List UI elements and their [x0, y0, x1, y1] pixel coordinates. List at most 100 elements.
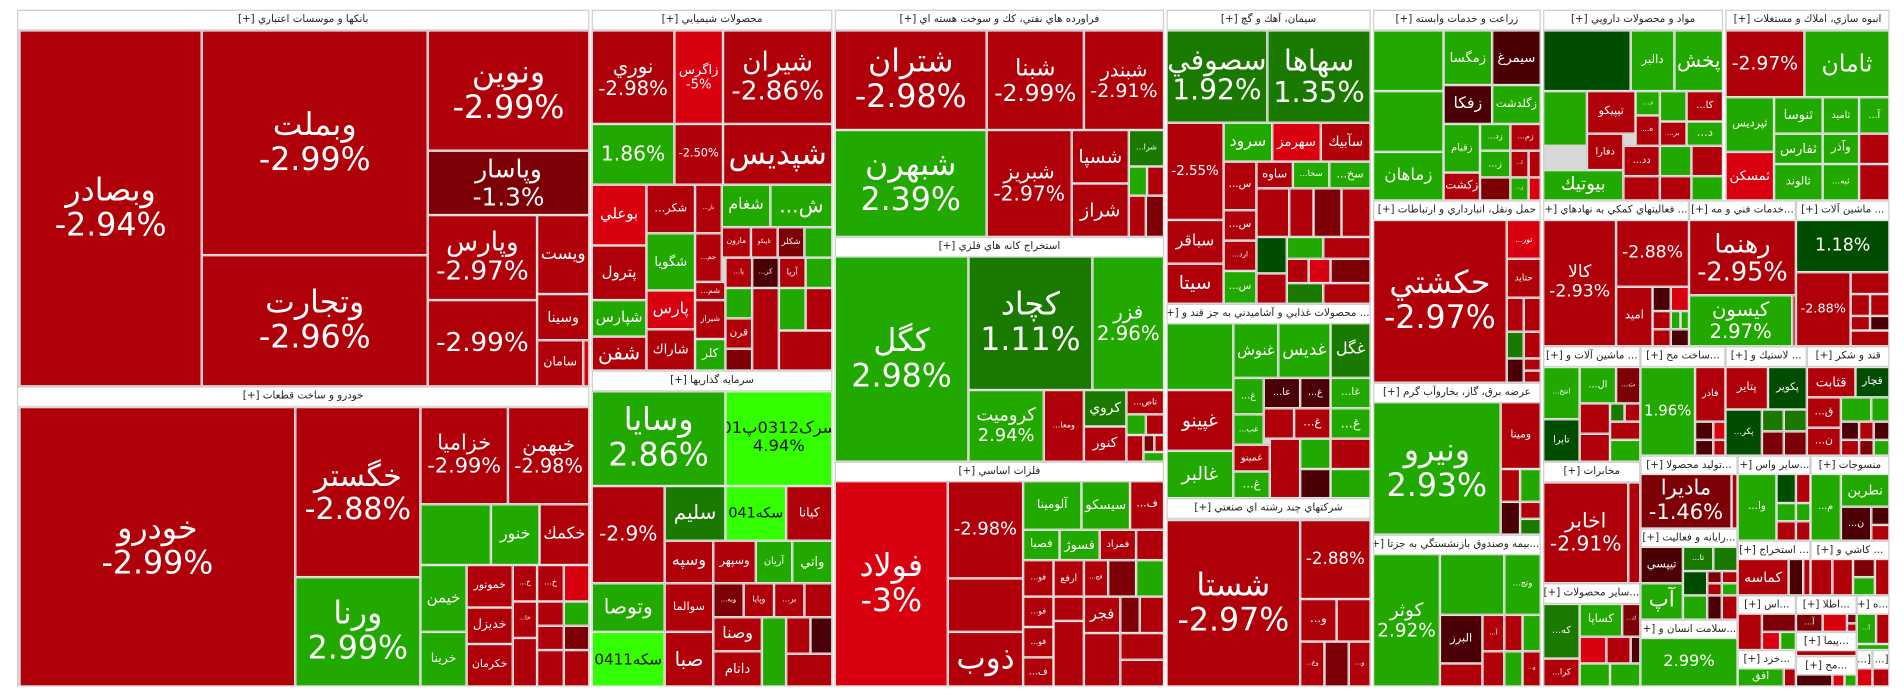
- stock-tile[interactable]: [1528, 150, 1541, 178]
- stock-tile[interactable]: [1579, 636, 1607, 664]
- stock-tile[interactable]: [1624, 403, 1641, 422]
- stock-tile[interactable]: سباقر: [1166, 219, 1224, 264]
- stock-tile[interactable]: [810, 617, 833, 654]
- stock-tile[interactable]: [1506, 297, 1524, 332]
- stock-tile[interactable]: [778, 330, 833, 371]
- stock-tile[interactable]: وپاسار -1.3%: [427, 150, 590, 216]
- stock-tile[interactable]: [1083, 633, 1121, 687]
- stock-tile[interactable]: آپ: [1640, 583, 1683, 620]
- stock-tile[interactable]: [1695, 439, 1714, 456]
- stock-tile[interactable]: فاذر: [1695, 366, 1726, 422]
- stock-tile[interactable]: [1373, 91, 1444, 152]
- stock-tile[interactable]: خيمن: [420, 565, 467, 632]
- stock-tile[interactable]: شم...: [695, 281, 726, 301]
- stock-tile[interactable]: خرينا: [420, 631, 467, 687]
- stock-tile[interactable]: ثپرديس: [1725, 97, 1775, 152]
- stock-tile[interactable]: سامان: [537, 340, 584, 387]
- stock-tile[interactable]: م...: [1810, 473, 1841, 541]
- sector-title[interactable]: ...بيمه وصندوق بازنشستگي به جزتا [+]: [1374, 535, 1540, 555]
- stock-tile[interactable]: بر...: [774, 583, 805, 618]
- stock-tile[interactable]: [1795, 473, 1811, 504]
- stock-tile[interactable]: [1606, 636, 1631, 664]
- stock-tile[interactable]: [1120, 633, 1165, 660]
- stock-tile[interactable]: وسپه: [664, 540, 714, 584]
- stock-tile[interactable]: [1256, 273, 1287, 304]
- stock-tile[interactable]: [1523, 358, 1541, 371]
- stock-tile[interactable]: پكر...: [1725, 409, 1762, 456]
- stock-tile[interactable]: اميد: [1616, 286, 1653, 347]
- stock-tile[interactable]: مارون: [721, 227, 751, 258]
- stock-tile[interactable]: [1850, 272, 1890, 295]
- stock-tile[interactable]: [1792, 295, 1796, 347]
- stock-tile[interactable]: [1680, 311, 1689, 330]
- stock-tile[interactable]: [1341, 188, 1371, 237]
- stock-tile[interactable]: بيوتيك: [1543, 170, 1624, 201]
- stock-tile[interactable]: د...: [1635, 91, 1660, 116]
- stock-tile[interactable]: وپايا: [743, 583, 775, 618]
- stock-tile[interactable]: شبندر -2.91%: [1083, 30, 1165, 131]
- stock-tile[interactable]: سليم: [664, 486, 726, 541]
- stock-tile[interactable]: پخش: [1674, 30, 1724, 92]
- stock-tile[interactable]: [1522, 614, 1541, 652]
- stock-tile[interactable]: [1859, 421, 1874, 440]
- stock-tile[interactable]: 1.86%: [591, 123, 675, 185]
- stock-tile[interactable]: افق: [1737, 668, 1784, 687]
- sector-title[interactable]: مخابرات [+]: [1544, 462, 1640, 482]
- stock-tile[interactable]: خكمك: [539, 504, 590, 566]
- stock-tile[interactable]: [1286, 236, 1324, 259]
- stock-tile[interactable]: [563, 625, 590, 651]
- stock-tile[interactable]: [1610, 403, 1625, 422]
- sector-title[interactable]: انبوه سازي، املاك و مستغلات [+]: [1726, 10, 1889, 30]
- stock-tile[interactable]: [1579, 433, 1611, 462]
- sector-title[interactable]: مواد و محصولات دارويي [+]: [1544, 10, 1722, 30]
- stock-tile[interactable]: حكشتي -2.97%: [1373, 219, 1507, 383]
- stock-tile[interactable]: [1873, 421, 1890, 440]
- stock-tile[interactable]: غ...: [1294, 408, 1331, 439]
- sector-title[interactable]: ...پيما [+]: [1797, 633, 1856, 652]
- stock-tile[interactable]: [778, 287, 806, 331]
- stock-tile[interactable]: [1504, 651, 1523, 687]
- stock-tile[interactable]: [1795, 674, 1833, 687]
- stock-tile[interactable]: خكرمان: [466, 644, 513, 687]
- stock-tile[interactable]: [1721, 595, 1738, 620]
- sector-title[interactable]: سيمان، آهك و گچ [+]: [1167, 10, 1370, 30]
- stock-tile[interactable]: [1128, 166, 1148, 196]
- stock-tile[interactable]: [1776, 521, 1796, 541]
- stock-tile[interactable]: تيپسي: [1640, 546, 1683, 584]
- stock-tile[interactable]: [420, 504, 491, 566]
- stock-tile[interactable]: شفن: [591, 336, 647, 371]
- stock-tile[interactable]: [1323, 283, 1371, 304]
- stock-tile[interactable]: ومعا...: [1043, 390, 1084, 462]
- stock-tile[interactable]: تيپيكو: [1586, 91, 1636, 134]
- stock-tile[interactable]: ن...: [1840, 506, 1872, 541]
- stock-tile[interactable]: قرن: [725, 318, 753, 349]
- sector-title[interactable]: ...اس [+]: [1738, 596, 1795, 615]
- stock-tile[interactable]: [1731, 473, 1738, 529]
- sector-title[interactable]: حمل ونقل، انبارداري و ارتباطات [+]: [1374, 201, 1540, 220]
- stock-tile[interactable]: پترول: [591, 245, 647, 301]
- sector-title[interactable]: استخراج كانه هاي فلزي [+]: [835, 238, 1163, 257]
- stock-tile[interactable]: حتايد: [1506, 258, 1541, 298]
- stock-tile[interactable]: [1139, 596, 1165, 634]
- stock-tile[interactable]: پارس: [646, 290, 696, 330]
- stock-tile[interactable]: [1850, 315, 1871, 331]
- stock-tile[interactable]: [1504, 614, 1523, 652]
- stock-tile[interactable]: [1300, 438, 1331, 470]
- stock-tile[interactable]: -2.9%: [591, 486, 665, 584]
- stock-tile[interactable]: [1832, 558, 1854, 596]
- stock-tile[interactable]: شپديس: [722, 123, 833, 185]
- stock-tile[interactable]: شبنا -2.99%: [986, 30, 1084, 131]
- stock-tile[interactable]: سخ...: [1329, 161, 1371, 189]
- stock-tile[interactable]: [1543, 30, 1631, 92]
- stock-tile[interactable]: وسينا: [537, 294, 590, 341]
- stock-tile[interactable]: س...: [1223, 210, 1257, 241]
- stock-tile[interactable]: خموتور: [466, 565, 513, 608]
- stock-tile[interactable]: [1859, 439, 1874, 456]
- stock-tile[interactable]: [1145, 195, 1165, 237]
- stock-tile[interactable]: [1670, 286, 1689, 312]
- stock-tile[interactable]: [1707, 571, 1722, 584]
- stock-tile[interactable]: [1506, 358, 1524, 383]
- stock-tile[interactable]: [1543, 91, 1587, 146]
- stock-tile[interactable]: سكه041: [725, 486, 787, 541]
- stock-tile[interactable]: زمگسا: [1443, 30, 1493, 86]
